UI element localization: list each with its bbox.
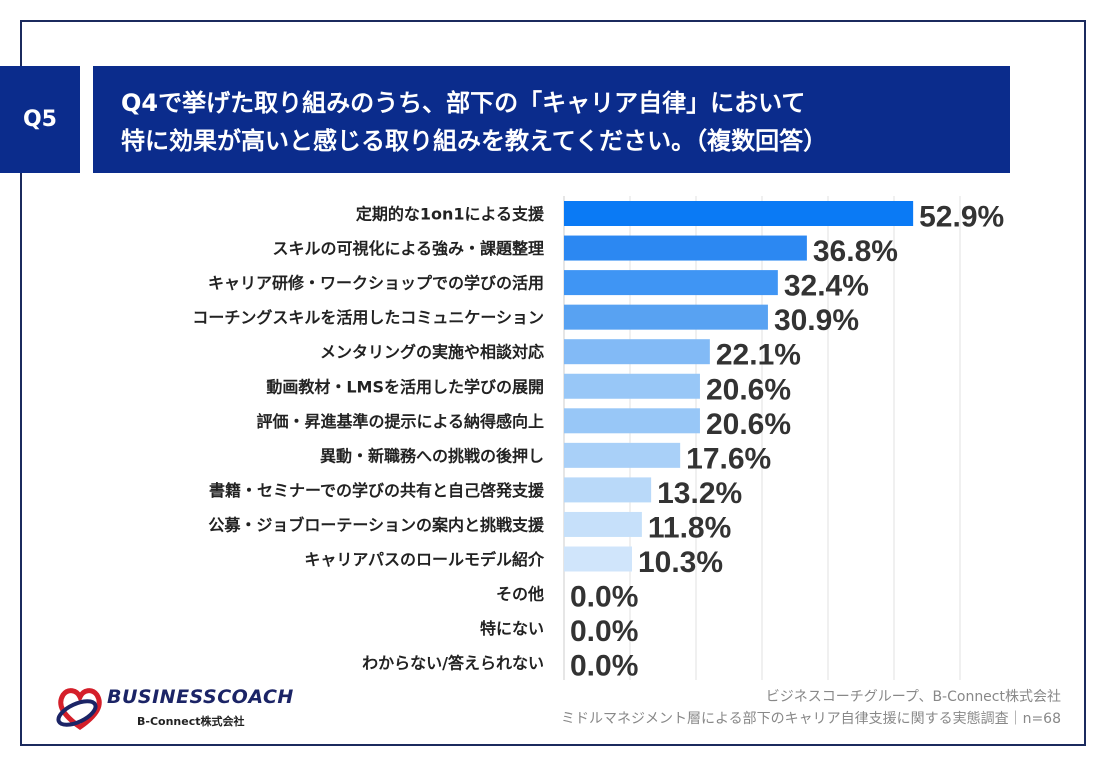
category-label: コーチングスキルを活用したコミュニケーション — [192, 308, 544, 327]
category-label: メンタリングの実施や相談対応 — [320, 343, 544, 362]
category-label: 特にない — [480, 619, 544, 638]
bar — [564, 373, 700, 399]
bar — [564, 201, 914, 226]
value-label: 0.0% — [570, 581, 638, 614]
value-label: 52.9% — [919, 201, 1004, 234]
bar — [564, 304, 768, 330]
value-label: 0.0% — [570, 615, 638, 648]
category-label: わからない/答えられない — [362, 654, 544, 673]
category-label: その他 — [496, 585, 544, 604]
category-label: 評価・昇進基準の提示による納得感向上 — [256, 412, 544, 431]
category-label: 公募・ジョブローテーションの案内と挑戦支援 — [208, 515, 545, 534]
value-label: 30.9% — [774, 304, 859, 337]
value-label: 36.8% — [813, 235, 898, 268]
business-coach-logo: BUSINESSCOACH B-Connect株式会社 — [55, 683, 315, 733]
bar — [564, 511, 642, 537]
category-label: 書籍・セミナーでの学びの共有と自己啓発支援 — [209, 481, 545, 500]
category-label: 異動・新職務への挑戦の後押し — [320, 446, 544, 465]
chart-frame — [20, 20, 1086, 746]
question-title: Q4で挙げた取り組みのうち、部下の「キャリア自律」において 特に効果が高いと感じ… — [93, 66, 1010, 173]
category-label: スキルの可視化による強み・課題整理 — [272, 239, 544, 258]
bar — [564, 339, 710, 365]
value-label: 10.3% — [638, 546, 723, 579]
value-label: 20.6% — [706, 408, 791, 441]
value-label: 11.8% — [648, 511, 731, 544]
bar — [564, 235, 807, 261]
question-title-line1: Q4で挙げた取り組みのうち、部下の「キャリア自律」において — [121, 89, 806, 117]
value-label: 13.2% — [657, 477, 742, 510]
question-number: Q5 — [0, 66, 80, 173]
bar — [564, 408, 700, 434]
logo-subtext: B-Connect株式会社 — [137, 715, 245, 728]
source-line1: ビジネスコーチグループ、B-Connect株式会社 — [765, 689, 1061, 705]
question-title-line2: 特に効果が高いと感じる取り組みを教えてください。（複数回答） — [121, 127, 828, 155]
value-label: 20.6% — [706, 373, 791, 406]
category-label: キャリアパスのロールモデル紹介 — [304, 550, 545, 569]
value-label: 32.4% — [784, 270, 869, 303]
logo-text: BUSINESSCOACH — [107, 686, 294, 708]
bar — [564, 546, 632, 572]
category-label: 定期的な1on1による支援 — [355, 205, 545, 224]
value-label: 0.0% — [570, 650, 638, 683]
heart-logo-icon — [56, 688, 102, 731]
category-label: キャリア研修・ワークショップでの学びの活用 — [208, 274, 544, 293]
bar — [564, 442, 681, 468]
value-label: 22.1% — [716, 339, 801, 372]
source-line2: ミドルマネジメント層による部下のキャリア自律支援に関する実態調査｜n=68 — [561, 711, 1061, 727]
value-label: 17.6% — [686, 442, 771, 475]
category-label: 動画教材・LMSを活用した学びの展開 — [266, 377, 544, 396]
bar — [564, 477, 652, 503]
bar — [564, 270, 778, 296]
